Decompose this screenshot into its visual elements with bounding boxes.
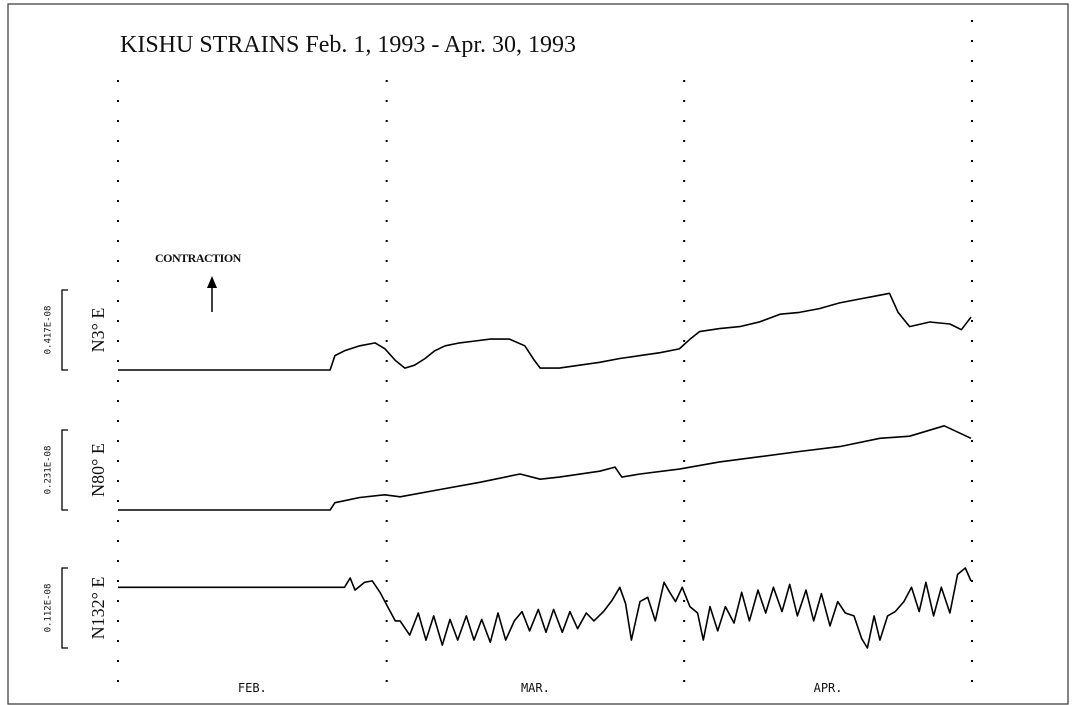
annotation: CONTRACTION: [155, 251, 242, 265]
chart-title: KISHU STRAINS Feb. 1, 1993 - Apr. 30, 19…: [120, 32, 576, 58]
line: [118, 425, 972, 511]
scale-bar: [61, 289, 68, 371]
series-name: N3° E: [88, 308, 108, 353]
scale-label: 0.417E-08: [44, 306, 54, 355]
frame: [7, 3, 1069, 705]
arrow: [207, 276, 217, 312]
line: [118, 567, 972, 649]
series-name: N80° E: [88, 443, 108, 497]
scale-label: 0.112E-08: [44, 584, 54, 633]
line: [118, 292, 972, 371]
scale-bar: [61, 567, 68, 649]
series-name: N132° E: [88, 577, 108, 640]
x-tick-label: MAR.: [521, 681, 550, 695]
scale-label: 0.231E-08: [44, 446, 54, 495]
x-tick-label: FEB.: [238, 681, 267, 695]
scale-bar: [61, 429, 68, 511]
x-tick-label: APR.: [814, 681, 843, 695]
